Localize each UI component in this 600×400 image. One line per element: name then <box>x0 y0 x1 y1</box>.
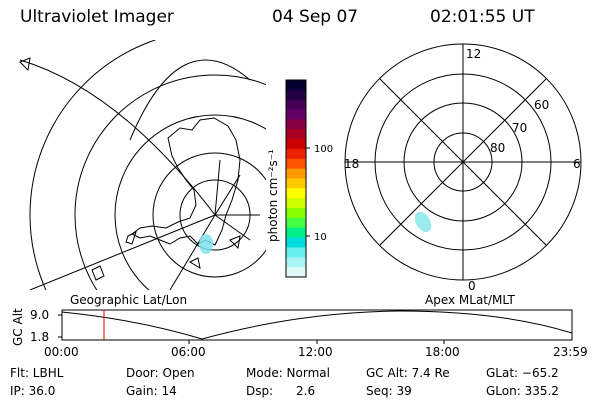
colorbar-segment <box>286 217 306 229</box>
orbit-ylabel: GC Alt <box>11 308 25 346</box>
orbit-xtick-label: 12:00 <box>298 345 333 359</box>
gc-alt-label: GC Alt: 7.4 Re <box>366 366 450 380</box>
orbit-xtick-label: 00:00 <box>44 345 79 359</box>
map-latitude-circle <box>114 114 266 290</box>
map-longitude-line <box>214 174 241 216</box>
orbit-plot-frame <box>61 309 573 341</box>
mlt-label-0: 0 <box>468 279 476 293</box>
colorbar-segment <box>286 89 306 101</box>
island <box>229 235 241 250</box>
island <box>19 57 31 72</box>
colorbar-segment <box>286 99 306 111</box>
mlt-label-12: 12 <box>466 47 481 61</box>
polar-plot <box>344 43 582 281</box>
orbit-ytick-label: 1.8 <box>30 330 49 344</box>
polar-diagonal <box>378 77 548 247</box>
colorbar-segment <box>286 119 306 130</box>
mlat-label-60: 60 <box>534 98 549 112</box>
map-aurora-patch <box>199 234 213 254</box>
mlat-label-70: 70 <box>512 121 527 135</box>
map-longitude-line <box>214 214 251 241</box>
mlat-label-80: 80 <box>490 141 505 155</box>
colorbar-segment <box>286 80 306 91</box>
glat-label: GLat: −65.2 <box>486 366 559 380</box>
coastline <box>131 117 241 246</box>
map-longitude-curve <box>129 59 251 141</box>
colorbar-frame <box>285 79 307 278</box>
polar-caption: Apex MLat/MLT <box>425 293 515 307</box>
orbit-xtick-label: 23:59 <box>553 345 588 359</box>
colorbar <box>286 80 306 278</box>
map-longitude-line <box>29 214 216 290</box>
orbit-plot: GC Alt 9.0 1.8 00:00 06:00 12:00 18:00 2… <box>11 308 588 359</box>
colorbar-segment <box>286 178 306 189</box>
island <box>125 231 137 245</box>
polar-aurora-patch <box>414 211 432 233</box>
colorbar-segment <box>286 198 306 209</box>
seq-label: Seq: 39 <box>366 384 412 398</box>
mlt-label-6: 6 <box>573 157 581 171</box>
time-label: 02:01:55 UT <box>430 7 535 27</box>
colorbar-segment <box>286 148 306 160</box>
map-latitude-circle <box>74 74 266 290</box>
colorbar-tick-label: 10 <box>314 232 327 243</box>
colorbar-unit-label: photon cm⁻²s⁻¹ <box>266 149 280 242</box>
colorbar-segment <box>286 109 306 120</box>
orbit-altitude-curve <box>61 310 573 340</box>
island <box>188 257 201 270</box>
map-caption: Geographic Lat/Lon <box>70 293 187 307</box>
colorbar-segment <box>286 237 306 248</box>
colorbar-segment <box>286 247 306 258</box>
colorbar-segment <box>286 158 306 170</box>
colorbar-tick-label: 100 <box>314 144 333 155</box>
ip-label: IP: 36.0 <box>10 384 56 398</box>
map-longitude-line <box>169 214 216 290</box>
filter-label: Flt: LBHL <box>10 366 64 380</box>
colorbar-segment <box>286 168 306 179</box>
colorbar-segment <box>286 139 306 150</box>
map-latitude-circle <box>29 40 157 290</box>
geographic-map <box>19 40 266 290</box>
instrument-title: Ultraviolet Imager <box>20 7 174 27</box>
glon-label: GLon: 335.2 <box>486 384 559 398</box>
map-latitude-circle <box>152 152 266 278</box>
date-label: 04 Sep 07 <box>272 7 359 27</box>
colorbar-segment <box>286 227 306 239</box>
colorbar-segment <box>286 129 306 140</box>
orbit-ytick-label: 9.0 <box>30 308 49 322</box>
map-longitude-line <box>19 59 216 216</box>
orbit-xtick-label: 06:00 <box>171 345 206 359</box>
colorbar-segment <box>286 267 306 278</box>
map-longitude-line <box>214 159 221 216</box>
colorbar-segment <box>286 188 306 199</box>
mode-label: Mode: Normal <box>246 366 330 380</box>
colorbar-segment <box>286 208 306 219</box>
island <box>91 265 105 281</box>
orbit-xtick-label: 18:00 <box>425 345 460 359</box>
gain-label: Gain: 14 <box>126 384 177 398</box>
door-label: Door: Open <box>126 366 195 380</box>
mlt-label-18: 18 <box>344 157 359 171</box>
colorbar-segment <box>286 257 306 268</box>
dsp-label: Dsp: 2.6 <box>246 384 316 398</box>
